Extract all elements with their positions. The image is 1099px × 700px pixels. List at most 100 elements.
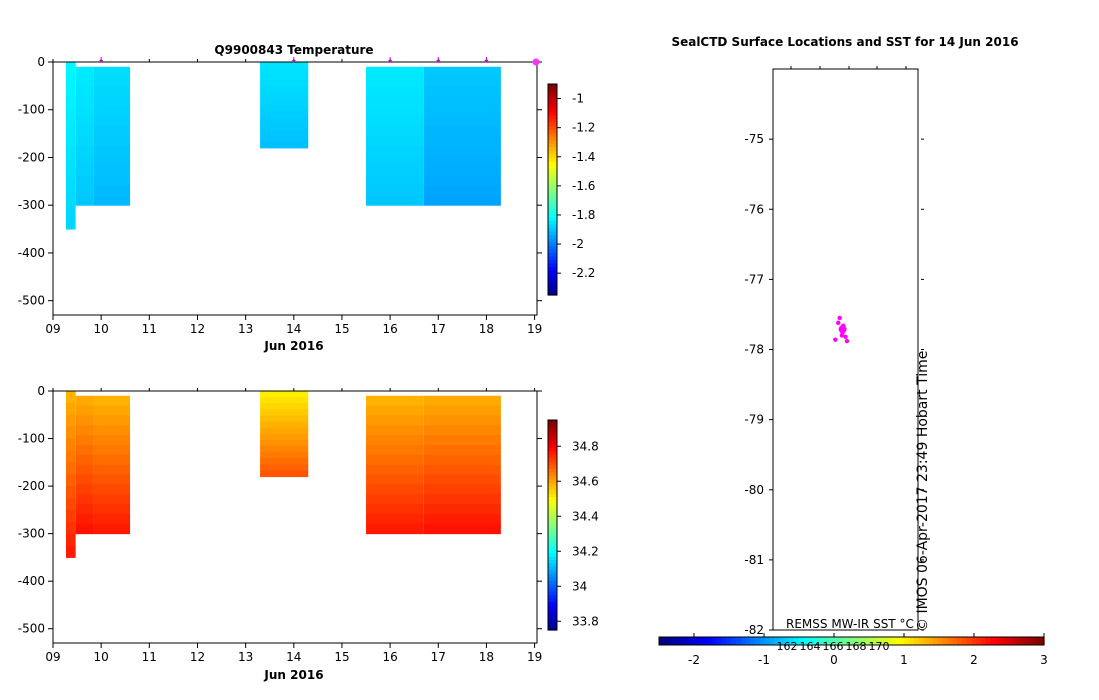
colorbar-segment (548, 287, 557, 293)
heat-cell (260, 141, 309, 149)
heat-cell (93, 126, 131, 137)
colorbar-segment (548, 101, 557, 106)
x-tick-label: 09 (45, 322, 60, 336)
colorbar-segment (803, 637, 809, 645)
colorbar-segment (861, 637, 867, 645)
colorbar-segment (673, 637, 679, 645)
profile-marker-head (99, 60, 104, 63)
heat-cell (66, 402, 76, 416)
map-panel: SealCTD Surface Locations and SST for 14… (658, 35, 1048, 667)
heat-cell (366, 145, 424, 157)
heat-cell (93, 395, 131, 407)
colorbar-segment (683, 637, 689, 645)
colorbar-tick-label: 34.2 (572, 544, 599, 558)
colorbar-segment (991, 637, 997, 645)
heat-cell (75, 445, 94, 456)
heat-cell (75, 484, 94, 495)
colorbar-segment (923, 637, 930, 645)
colorbar-tick-label: -1 (572, 92, 584, 106)
salinity-colorbar: 34.8 34.6 34.4 34.2 34 33.8 (547, 419, 599, 631)
longitude-label: 170 (869, 640, 890, 653)
colorbar-segment (1019, 637, 1026, 645)
heat-cell (423, 405, 501, 416)
current-profile-dot (532, 58, 540, 66)
heat-cell (75, 76, 94, 88)
heat-cell (75, 66, 94, 78)
heat-cell (93, 76, 131, 88)
colorbar-segment (548, 203, 557, 208)
colorbar-segment (548, 476, 557, 481)
temperature-colorbar: -1 -1.2 -1.4 -1.6 -1.8 -2 -2.2 (547, 83, 595, 296)
colorbar-segment (548, 598, 557, 603)
heat-cell (66, 73, 76, 87)
heat-cell (93, 474, 131, 485)
colorbar-segment (548, 619, 557, 624)
colorbar-segment (548, 434, 557, 439)
heat-cell (260, 427, 309, 435)
heat-cell (260, 86, 309, 94)
x-tick-label: 14 (286, 650, 301, 664)
heat-cell (423, 484, 501, 495)
heat-cell (366, 185, 424, 196)
colorbar-segment (548, 528, 557, 533)
heat-cell (93, 425, 131, 436)
x-tick-label: 12 (190, 322, 205, 336)
colorbar-segment (678, 637, 684, 645)
heat-cell (366, 86, 424, 97)
x-tick-label: 13 (238, 322, 253, 336)
heat-cell (75, 464, 94, 476)
colorbar-segment (851, 637, 857, 645)
heat-cell (66, 486, 76, 499)
colorbar-segment (548, 518, 557, 523)
heat-cell (260, 74, 309, 81)
colorbar-segment (548, 214, 557, 219)
heat-cell (75, 116, 94, 127)
colorbar-segment (548, 249, 557, 254)
heat-cell (93, 454, 131, 466)
heat-cell (366, 454, 424, 466)
colorbar-segment (548, 108, 557, 113)
map-title: SealCTD Surface Locations and SST for 14… (671, 35, 1018, 49)
colorbar-segment (548, 486, 557, 491)
map-frame (772, 68, 919, 631)
colorbar-segment (548, 126, 557, 131)
colorbar-segment (1024, 637, 1031, 645)
colorbar-segment (548, 154, 557, 159)
x-tick-label: 18 (479, 322, 494, 336)
heat-cell (423, 474, 501, 485)
colorbar-segment (918, 637, 925, 645)
colorbar-tick-label: 34.8 (572, 439, 599, 453)
colorbar-segment (548, 280, 557, 286)
heat-cell (75, 513, 94, 525)
heat-cell (260, 415, 309, 423)
heat-cell (66, 497, 76, 511)
y-tick-label: -400 (18, 574, 45, 588)
colorbar-segment (774, 637, 780, 645)
colorbar-tick-label: 3 (1040, 653, 1048, 667)
y-tick-label: -100 (18, 432, 45, 446)
x-tick-label: 14 (286, 322, 301, 336)
colorbar-segment (548, 581, 557, 586)
heat-cell (366, 116, 424, 127)
heat-cell (423, 86, 501, 97)
colorbar-segment (914, 637, 920, 645)
colorbar-segment (548, 171, 557, 177)
heat-cell (366, 395, 424, 407)
colorbar-segment (1005, 637, 1011, 645)
colorbar-segment (793, 637, 800, 645)
heat-cell (66, 426, 76, 440)
colorbar-segment (740, 637, 747, 645)
heat-cell (93, 96, 131, 107)
heat-cell (423, 435, 501, 446)
colorbar-segment (1039, 637, 1045, 645)
colorbar-segment (548, 98, 557, 103)
heat-cell (366, 76, 424, 88)
colorbar-segment (548, 277, 557, 282)
colorbar-segment (548, 455, 557, 460)
heat-cell (423, 415, 501, 426)
colorbar-segment (548, 259, 557, 264)
heat-cell (93, 106, 131, 117)
heat-cell (93, 116, 131, 127)
colorbar-segment (957, 637, 963, 645)
colorbar-segment (548, 605, 557, 610)
